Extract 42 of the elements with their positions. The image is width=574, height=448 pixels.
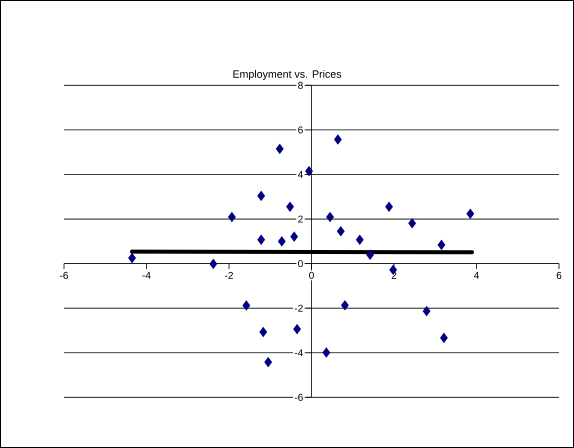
point	[356, 234, 364, 245]
x-tick-label: -6	[60, 272, 68, 279]
point	[257, 234, 266, 245]
point	[334, 134, 342, 145]
point	[341, 300, 349, 310]
point	[259, 326, 268, 338]
point	[385, 202, 393, 212]
point	[438, 240, 446, 250]
y-tick-label: 2	[298, 216, 303, 223]
point	[276, 144, 284, 154]
y-tick-label: 0	[298, 260, 303, 268]
x-tick-label: 0	[309, 272, 314, 279]
point	[408, 218, 416, 228]
y-tick-label: 4	[298, 171, 303, 178]
point	[257, 190, 266, 201]
point	[278, 236, 286, 246]
x-tick-label: -4	[142, 272, 151, 279]
point	[242, 300, 250, 311]
point	[293, 324, 301, 334]
point	[366, 250, 374, 260]
point	[440, 332, 448, 343]
x-tick-label: 4	[474, 272, 479, 279]
point	[466, 208, 474, 219]
point	[305, 166, 313, 176]
point	[264, 357, 272, 368]
point	[286, 202, 294, 212]
point	[322, 347, 330, 358]
point	[290, 232, 298, 242]
x-tick-label: 6	[556, 272, 562, 279]
point	[128, 252, 136, 264]
point	[336, 226, 345, 236]
chart-title: Employment vs. Prices	[233, 70, 342, 80]
y-tick-label: 8	[298, 82, 303, 89]
y-tick-label: -4	[294, 349, 303, 356]
point	[209, 258, 218, 269]
y-tick-label: -6	[294, 394, 303, 401]
point	[326, 212, 334, 222]
x-tick-label: -2	[225, 272, 233, 279]
y-tick-label: -2	[294, 304, 303, 312]
y-tick-label: 6	[298, 126, 303, 134]
point	[422, 306, 430, 316]
point	[228, 212, 236, 222]
